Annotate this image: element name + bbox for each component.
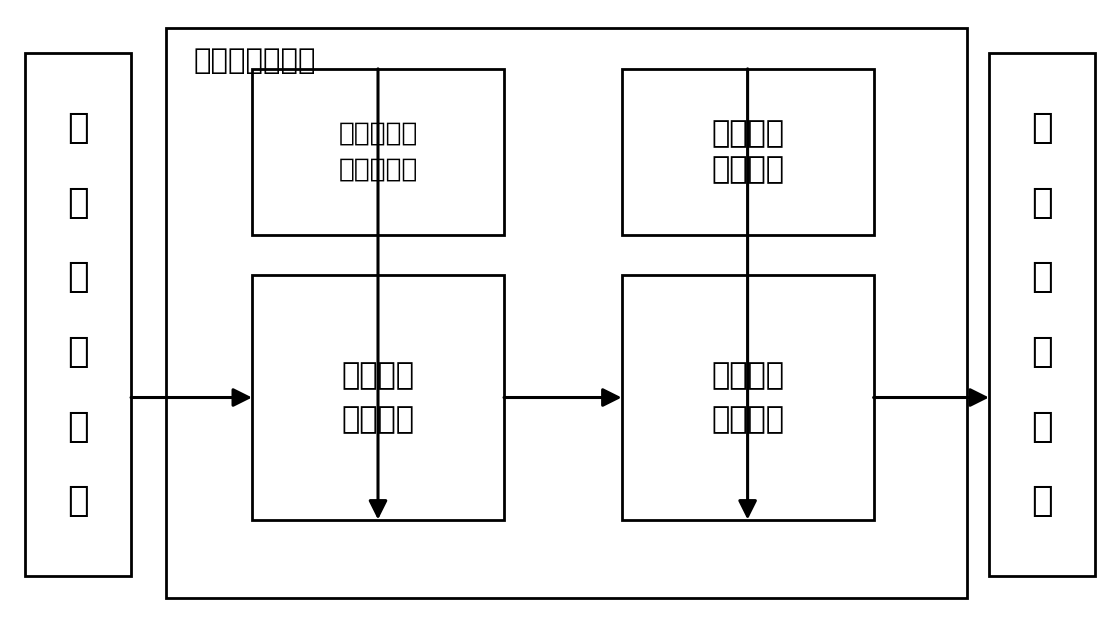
Text: 跟: 跟 [67,260,88,294]
Bar [252,275,504,520]
Text: 迹预测模块: 迹预测模块 [338,157,418,183]
Bar [622,69,874,235]
Text: 设定模块: 设定模块 [711,155,784,185]
Text: 网: 网 [1032,409,1053,444]
Bar [989,53,1095,576]
Text: 数: 数 [1032,111,1053,145]
Text: 第一飞行轨: 第一飞行轨 [338,121,418,146]
Bar [622,275,874,520]
Bar [166,28,967,598]
Text: 速率受限: 速率受限 [711,361,784,390]
Text: 产生模块: 产生模块 [342,405,414,434]
Text: 系: 系 [67,409,88,444]
Text: 量化参数: 量化参数 [711,119,784,148]
Bar [25,53,131,576]
Text: 通: 通 [1032,260,1053,294]
Text: 飞行轨迹量化器: 飞行轨迹量化器 [194,47,316,75]
Text: 量化模块: 量化模块 [711,405,784,434]
Text: 信: 信 [1032,335,1053,369]
Bar [252,69,504,235]
Text: 目: 目 [67,111,88,145]
Text: 标: 标 [67,185,88,220]
Text: 字: 字 [1032,185,1053,220]
Text: 统: 统 [67,485,88,518]
Text: 踪: 踪 [67,335,88,369]
Text: 差分信号: 差分信号 [342,361,414,390]
Text: 络: 络 [1032,485,1053,518]
